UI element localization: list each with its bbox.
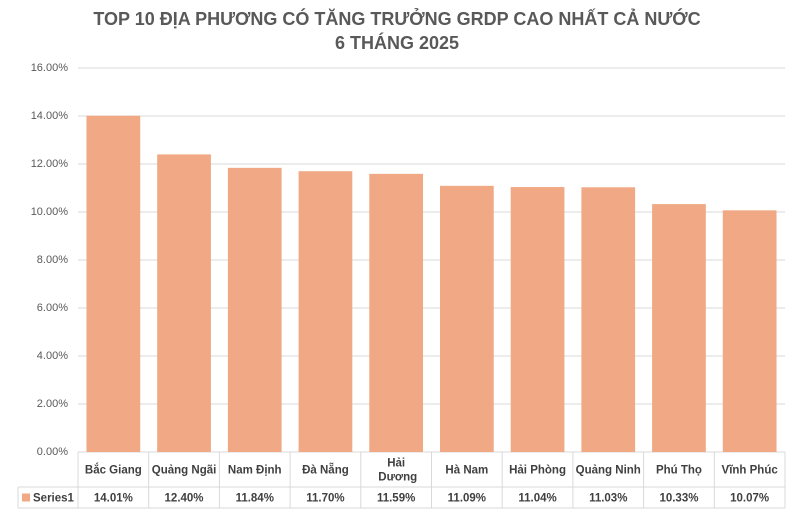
x-tick-label: Hải Phòng	[509, 465, 566, 477]
value-label: 11.03%	[589, 493, 627, 505]
bar	[439, 185, 494, 452]
x-tick-label: Quảng Ngãi	[152, 465, 217, 477]
x-tick-label: Đà Nẵng	[302, 464, 349, 477]
y-tick-label: 12.00%	[31, 158, 69, 170]
value-label: 11.84%	[236, 493, 274, 505]
bar	[369, 173, 424, 452]
x-tick-label: Hà Nam	[445, 465, 488, 477]
x-tick-label: Quảng Ninh	[576, 465, 641, 477]
y-tick-label: 6.00%	[37, 302, 68, 314]
x-tick-label: Hải Dương	[375, 458, 417, 484]
value-label: 11.59%	[377, 493, 415, 505]
y-tick-label: 2.00%	[37, 398, 68, 410]
y-tick-label: 16.00%	[31, 62, 69, 74]
bar	[722, 210, 777, 452]
bar	[157, 154, 211, 452]
value-label: 11.09%	[448, 493, 486, 505]
value-label: 10.07%	[730, 493, 769, 505]
legend-swatch	[22, 493, 30, 502]
value-label: 10.33%	[659, 493, 698, 505]
y-tick-label: 14.00%	[31, 110, 69, 122]
value-label: 11.04%	[518, 493, 556, 505]
x-tick-label: Vĩnh Phúc	[722, 465, 779, 477]
y-tick-label: 10.00%	[31, 206, 69, 218]
x-tick-label: Phú Thọ	[656, 465, 702, 477]
y-tick-label: 4.00%	[37, 350, 68, 362]
bar	[652, 204, 706, 452]
x-tick-label: Bắc Giang	[85, 464, 142, 477]
bar	[510, 187, 565, 453]
value-label: 14.01%	[94, 493, 133, 505]
legend-label: Series1	[33, 493, 75, 505]
bar	[86, 115, 141, 452]
y-tick-label: 8.00%	[37, 254, 68, 266]
bar	[227, 167, 282, 452]
value-label: 11.70%	[306, 493, 344, 505]
chart-title: TOP 10 ĐỊA PHƯƠNG CÓ TĂNG TRƯỞNG GRDP CA…	[93, 8, 700, 29]
y-tick-label: 0.00%	[37, 446, 68, 458]
bar	[298, 171, 353, 452]
value-label: 12.40%	[165, 493, 204, 505]
x-tick-label: Nam Định	[228, 465, 282, 477]
chart-subtitle: 6 THÁNG 2025	[335, 32, 459, 53]
bar	[581, 187, 636, 452]
